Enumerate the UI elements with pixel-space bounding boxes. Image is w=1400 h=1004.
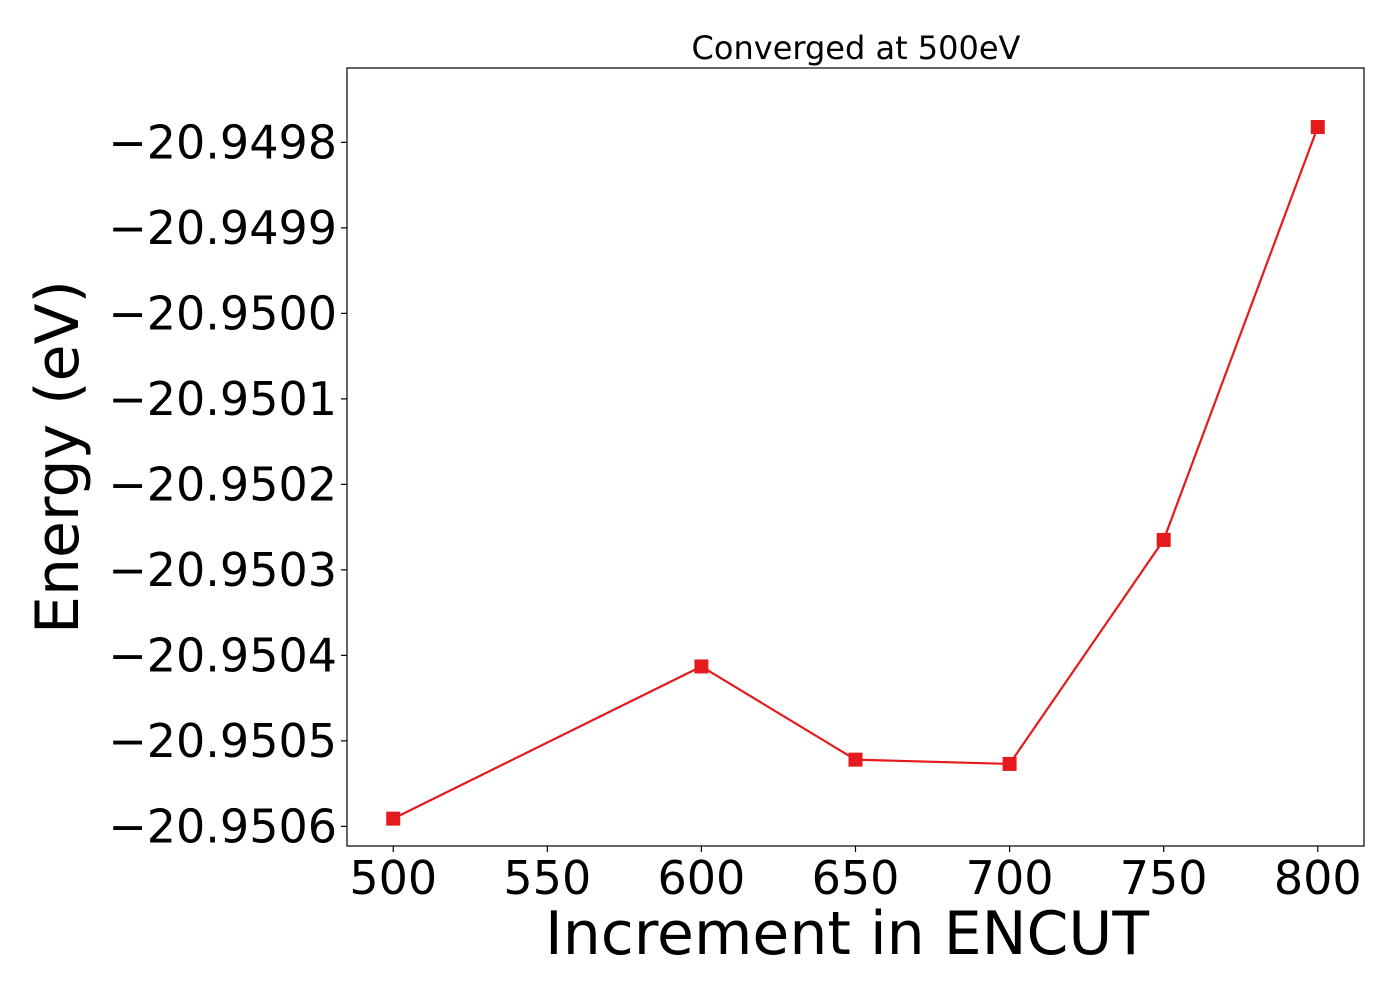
x-tick-label: 550	[503, 851, 591, 905]
y-tick-label: −20.9499	[108, 201, 337, 255]
x-tick-label: 650	[812, 851, 900, 905]
y-tick-label: −20.9500	[108, 286, 337, 340]
y-tick-label: −20.9505	[108, 714, 337, 768]
x-tick-label: 700	[966, 851, 1054, 905]
y-tick-label: −20.9503	[108, 543, 337, 597]
y-tick-label: −20.9504	[108, 628, 337, 682]
x-tick-label: 500	[349, 851, 437, 905]
data-point-marker	[386, 811, 401, 826]
y-tick-label: −20.9501	[108, 372, 337, 426]
data-point-marker	[1002, 756, 1017, 771]
y-axis-label: Energy (eV)	[23, 280, 93, 634]
chart-title: Converged at 500eV	[692, 29, 1021, 67]
x-tick-label: 800	[1274, 851, 1362, 905]
data-point-marker	[848, 752, 863, 767]
plot-area	[346, 67, 1365, 847]
x-tick-label: 600	[658, 851, 746, 905]
y-tick-label: −20.9502	[108, 457, 337, 511]
y-axis: −20.9498 −20.9499 −20.9500 −20.9501 −20.9502…	[108, 115, 347, 853]
x-axis-label: Increment in ENCUT	[545, 899, 1149, 969]
x-axis: 500 550 600 650 700 750 800	[349, 846, 1362, 905]
x-tick-label: 750	[1120, 851, 1208, 905]
y-tick-label: −20.9506	[108, 799, 337, 853]
data-point-marker	[1310, 119, 1325, 134]
data-point-marker	[694, 659, 709, 674]
y-tick-label: −20.9498	[108, 115, 337, 169]
data-point-marker	[1156, 532, 1171, 547]
plot-frame	[346, 67, 1365, 847]
series-line	[392, 126, 1319, 820]
